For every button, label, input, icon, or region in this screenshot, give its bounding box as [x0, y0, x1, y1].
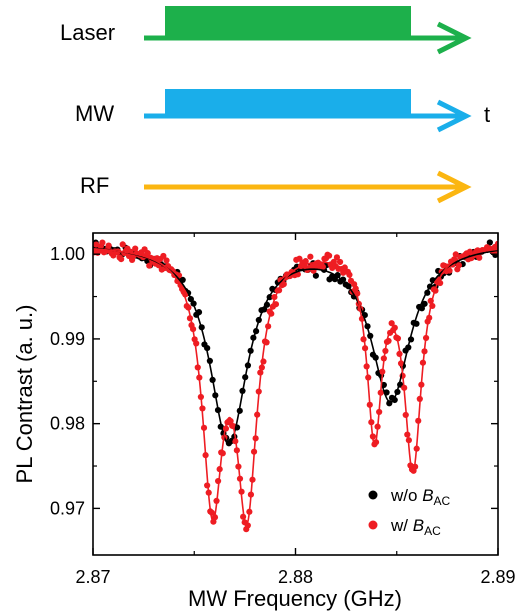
x-tick-label: 2.89: [480, 567, 515, 587]
rf-arrow-head: [436, 170, 472, 204]
data-point: [346, 271, 353, 278]
data-point: [93, 241, 100, 248]
legend-label: w/o BAC: [390, 486, 451, 508]
pulse-sequence: Laser MW t RF: [60, 6, 490, 204]
data-point: [144, 250, 151, 257]
data-point: [307, 253, 314, 260]
data-point: [160, 252, 167, 260]
data-point: [272, 301, 280, 308]
data-point: [486, 239, 493, 246]
data-point: [455, 262, 463, 269]
data-point: [119, 241, 126, 248]
data-point: [302, 258, 309, 265]
legend-marker: [368, 490, 378, 500]
fit-layer: [93, 247, 498, 526]
x-tick-label: 2.88: [278, 567, 313, 587]
odmr-chart: 2.87 2.88 2.89 0.97 0.98 0.99 1.00 w/o BAC w/ B…: [12, 232, 516, 611]
mw-arrow-head: [436, 99, 472, 133]
sequence-label-laser: Laser: [60, 20, 115, 45]
y-tick-label: 0.99: [50, 329, 85, 349]
data-point: [319, 263, 326, 270]
data-point: [312, 272, 319, 279]
axis-ticks: 2.87 2.88 2.89 0.97 0.98 0.99 1.00: [50, 233, 516, 587]
data-point: [99, 239, 106, 246]
data-point: [118, 255, 125, 263]
y-tick-label: 0.97: [50, 498, 85, 518]
time-axis-label: t: [484, 102, 490, 127]
y-tick-label: 1.00: [50, 244, 85, 264]
fit-curve: [93, 247, 498, 526]
data-point: [163, 257, 170, 264]
data-layer: [93, 239, 498, 533]
data-point: [446, 267, 453, 274]
data-point: [476, 254, 483, 261]
sequence-label-rf: RF: [80, 173, 109, 198]
data-point: [452, 251, 459, 258]
data-point: [339, 276, 347, 283]
data-point: [132, 245, 139, 252]
data-point: [421, 300, 428, 307]
legend-marker: [368, 520, 378, 530]
data-point: [105, 242, 112, 249]
laser-arrow-head: [436, 21, 472, 55]
data-point: [334, 272, 341, 279]
sequence-label-mw: MW: [75, 101, 114, 126]
data-point: [326, 252, 333, 259]
legend: w/o BAC w/ BAC: [368, 486, 451, 538]
legend-label: w/ BAC: [390, 516, 441, 538]
data-point: [388, 320, 395, 327]
x-tick-label: 2.87: [75, 567, 110, 587]
x-axis-label: MW Frequency (GHz): [188, 586, 402, 611]
laser-pulse: [165, 6, 411, 38]
data-point: [333, 254, 341, 261]
mw-pulse: [165, 89, 411, 117]
y-axis-label: PL Contrast (a. u.): [12, 305, 37, 484]
y-tick-label: 0.98: [50, 414, 85, 434]
data-point: [336, 258, 344, 266]
